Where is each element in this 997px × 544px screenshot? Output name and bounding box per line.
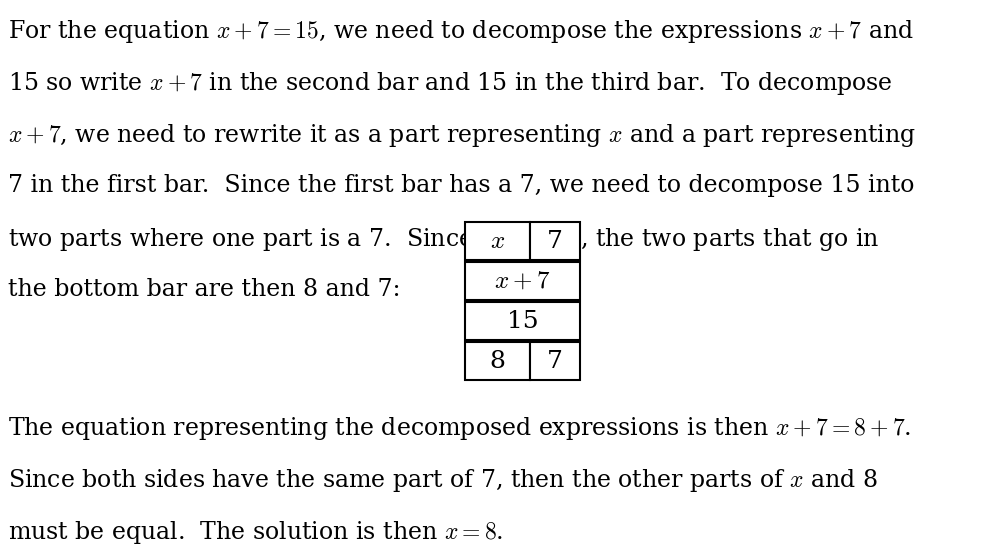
Bar <box>465 262 580 300</box>
Text: The equation representing the decomposed expressions is then $x+7=8+7$.: The equation representing the decomposed… <box>8 415 911 442</box>
Text: must be equal.  The solution is then $x=8$.: must be equal. The solution is then $x=8… <box>8 519 503 544</box>
Text: $x+7$, we need to rewrite it as a part representing $x$ and a part representing: $x+7$, we need to rewrite it as a part r… <box>8 122 916 149</box>
Text: 15: 15 <box>506 310 538 332</box>
Bar <box>465 342 530 380</box>
Text: Since both sides have the same part of 7, then the other parts of $x$ and 8: Since both sides have the same part of 7… <box>8 467 878 494</box>
Text: 15 so write $x+7$ in the second bar and 15 in the third bar.  To decompose: 15 so write $x+7$ in the second bar and … <box>8 70 892 97</box>
Text: the bottom bar are then 8 and 7:: the bottom bar are then 8 and 7: <box>8 278 401 301</box>
Text: 7: 7 <box>547 349 563 373</box>
Text: 8: 8 <box>490 349 505 373</box>
Bar <box>465 222 530 260</box>
Text: For the equation $x+7=15$, we need to decompose the expressions $x+7$ and: For the equation $x+7=15$, we need to de… <box>8 18 914 45</box>
Bar <box>530 222 580 260</box>
Bar <box>530 342 580 380</box>
Text: $x$: $x$ <box>490 230 505 252</box>
Bar <box>465 302 580 340</box>
Text: two parts where one part is a 7.  Since $15=8+7$, the two parts that go in: two parts where one part is a 7. Since $… <box>8 226 879 253</box>
Text: 7: 7 <box>547 230 563 252</box>
Text: $x+7$: $x+7$ <box>495 269 550 293</box>
Text: 7 in the first bar.  Since the first bar has a 7, we need to decompose 15 into: 7 in the first bar. Since the first bar … <box>8 174 914 197</box>
